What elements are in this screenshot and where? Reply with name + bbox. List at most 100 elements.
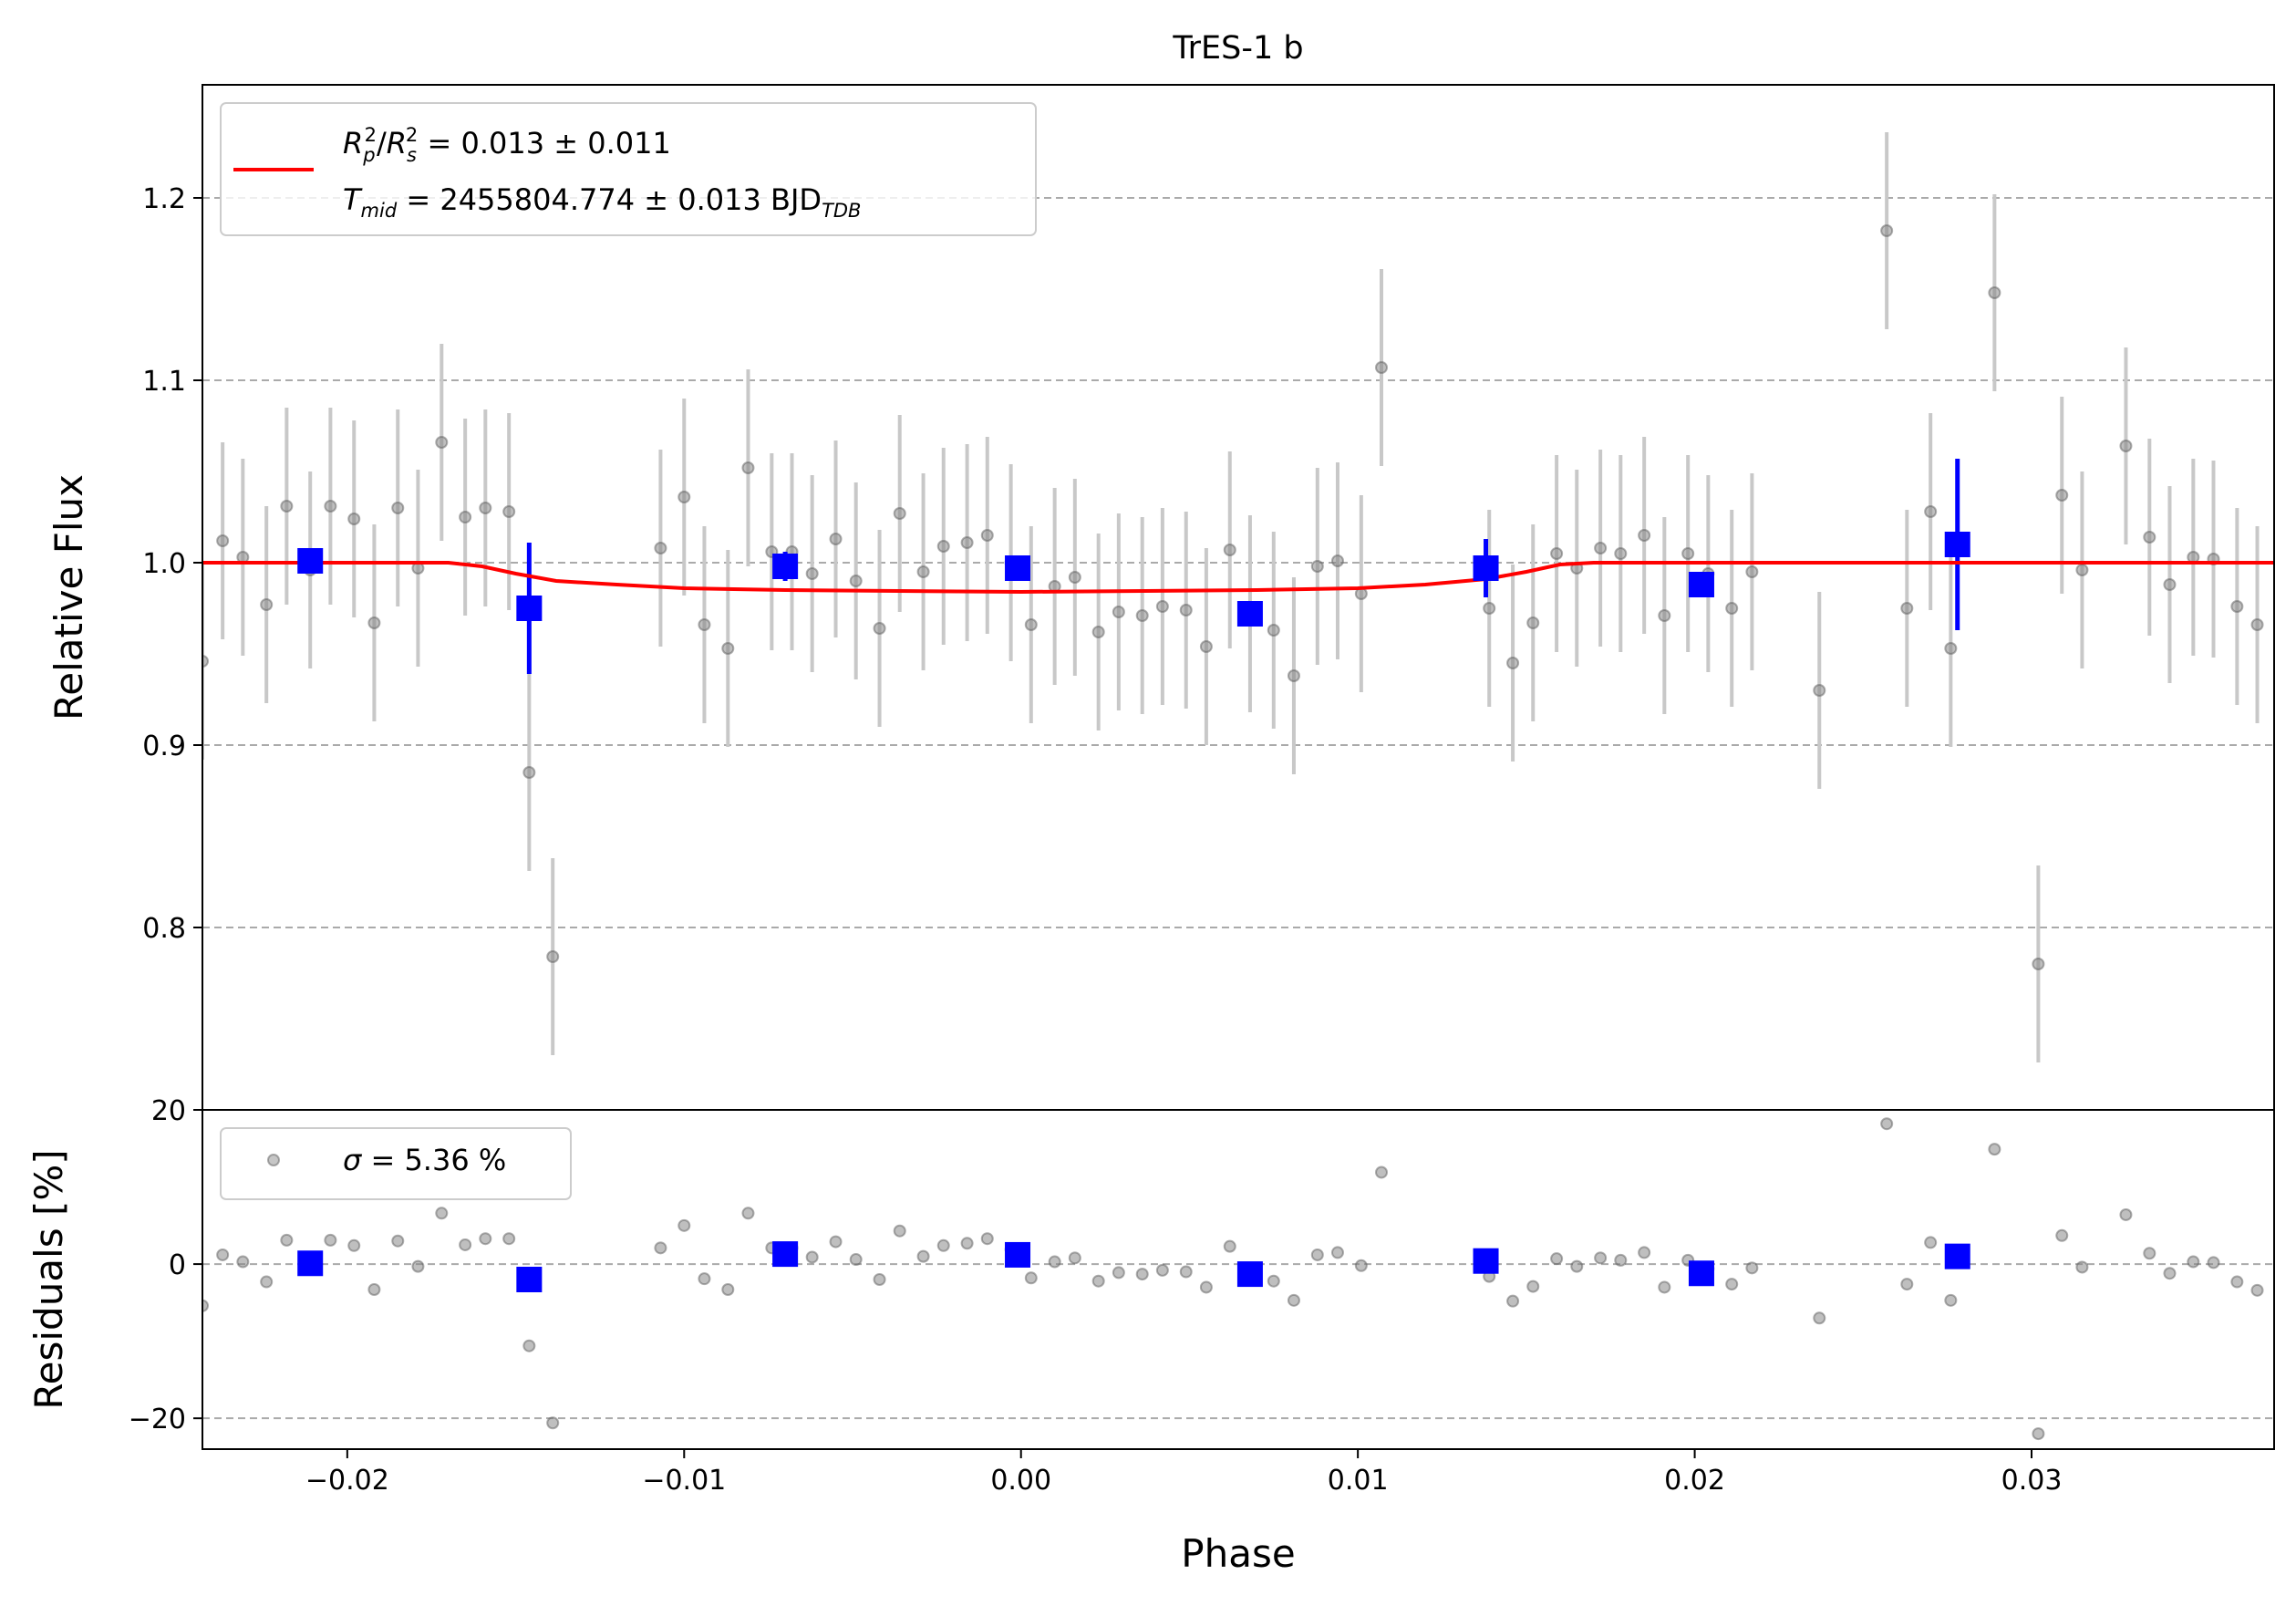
raw-residual-point (1287, 1293, 1300, 1307)
raw-residual-point (2275, 1299, 2286, 1310)
binned-residual-point (1688, 1260, 1714, 1287)
raw-residual-point (698, 1272, 711, 1286)
raw-point (849, 575, 863, 587)
raw-residual-point (2119, 1207, 2133, 1221)
raw-point (1310, 560, 1324, 573)
raw-residual-point (1506, 1294, 1520, 1308)
raw-point (1135, 609, 1149, 622)
binned-residual-point (1944, 1243, 1970, 1269)
y-tick-label: 0.8 (142, 913, 186, 945)
x-tick-label: 0.02 (1664, 1465, 1725, 1497)
raw-point (1179, 604, 1193, 616)
y-tick-label: 0 (169, 1249, 186, 1281)
binned-point (516, 596, 543, 621)
raw-point (1483, 602, 1496, 615)
raw-residual-point (1570, 1259, 1584, 1273)
raw-point (1267, 624, 1280, 637)
main-panel-y-label: Relative Flux (47, 474, 91, 720)
raw-point (522, 766, 536, 779)
raw-residual-point (1880, 1117, 1894, 1131)
raw-residual-point (236, 1255, 250, 1269)
raw-residual-point (1310, 1248, 1324, 1261)
raw-residual-point (654, 1241, 667, 1255)
raw-residual-point (1614, 1253, 1628, 1267)
binned-points (297, 532, 1970, 627)
raw-point (721, 642, 735, 655)
raw-point (347, 513, 361, 525)
raw-point (1813, 684, 1826, 697)
raw-point (435, 436, 449, 449)
binned-point (1005, 555, 1031, 581)
main-panel-plot-area (202, 132, 2274, 1062)
raw-point (2163, 578, 2177, 591)
raw-point (367, 616, 381, 629)
raw-point (216, 534, 230, 547)
main-panel-grid (202, 197, 2274, 928)
binned-errorbars (307, 459, 1960, 674)
binned-residual-point (772, 1241, 799, 1268)
binned-residual-points (297, 1241, 1970, 1292)
binned-residual-point (516, 1267, 543, 1292)
main-panel-y-ticks: 0.8 0.9 1.0 1.1 1.2 (142, 183, 202, 945)
binned-point (297, 548, 324, 574)
raw-point (893, 507, 906, 520)
raw-point (916, 565, 930, 578)
raw-point (1944, 642, 1958, 655)
legend-radius-ratio: Rp2/Rs2 = 0.013 ± 0.011 (343, 124, 671, 166)
raw-residual-point (459, 1238, 472, 1251)
raw-residual-point (960, 1237, 974, 1250)
raw-point (479, 502, 492, 514)
raw-point (391, 502, 405, 514)
raw-point (1068, 571, 1081, 584)
raw-point (2055, 489, 2069, 502)
legend-mid-transit-time: Tmid = 2455804.774 ± 0.013 BJDTDB (343, 182, 861, 222)
raw-point (960, 536, 974, 549)
legend-residual-marker (267, 1154, 280, 1166)
raw-residual-point (216, 1248, 230, 1261)
x-tick-label: 0.00 (990, 1465, 1051, 1497)
raw-residual-point (1091, 1274, 1105, 1288)
raw-point (1614, 547, 1628, 560)
raw-residual-point (893, 1224, 906, 1238)
residual-panel-plot-area (202, 1117, 2286, 1441)
binned-point (772, 554, 799, 579)
raw-residual-point (479, 1232, 492, 1246)
raw-residual-point (2075, 1260, 2089, 1274)
raw-residual-point (1924, 1236, 1938, 1249)
raw-point (2250, 618, 2264, 631)
residual-panel-legend: σ = 5.36 % (220, 1127, 572, 1200)
raw-residual-point (1155, 1263, 1169, 1277)
raw-residual-point (1024, 1271, 1038, 1285)
raw-residual-point (1112, 1266, 1125, 1280)
raw-residual-point (1594, 1251, 1608, 1265)
raw-residual-point (1745, 1261, 1759, 1275)
raw-residual-point (1068, 1251, 1081, 1265)
x-axis-label: Phase (1181, 1531, 1295, 1576)
raw-residual-point (411, 1259, 425, 1273)
raw-residual-point (980, 1232, 994, 1246)
raw-point (260, 598, 274, 611)
binned-point (1473, 555, 1499, 581)
raw-point (1745, 565, 1759, 578)
raw-residual-point (1375, 1166, 1389, 1179)
raw-residual-point (1813, 1311, 1826, 1325)
raw-point (1024, 618, 1038, 631)
raw-residual-point (741, 1207, 755, 1220)
raw-residual-point (1267, 1274, 1280, 1288)
raw-residual-point (2207, 1256, 2220, 1269)
raw-residual-point (367, 1282, 381, 1296)
raw-point (1638, 529, 1651, 542)
raw-residual-point (2032, 1427, 2045, 1441)
raw-point (280, 500, 294, 513)
binned-point (1236, 601, 1263, 627)
raw-residual-point (1354, 1259, 1368, 1272)
raw-residual-point (1638, 1246, 1651, 1259)
raw-point (677, 491, 691, 503)
transit-model-line (202, 561, 2274, 595)
raw-residual-point (1199, 1280, 1213, 1294)
raw-residual-point (1900, 1278, 1914, 1291)
x-tick-label: 0.03 (2001, 1465, 2063, 1497)
raw-residual-point (721, 1282, 735, 1296)
raw-point (1330, 554, 1344, 567)
raw-point (546, 950, 560, 963)
